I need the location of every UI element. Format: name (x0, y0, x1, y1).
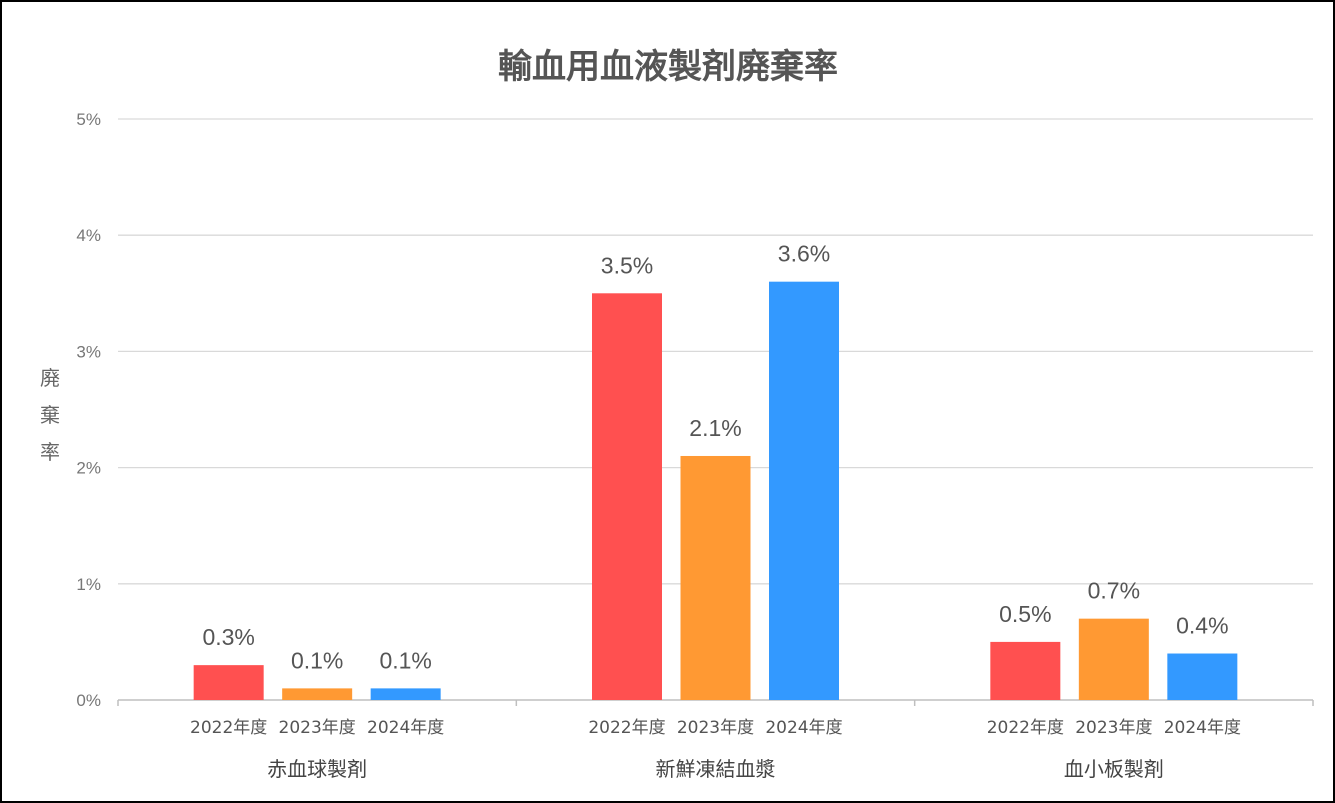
series-tick-label: 2022年度 (190, 718, 267, 738)
data-label: 2.1% (689, 415, 741, 441)
chart-title: 輸血用血液製剤廃棄率 (498, 47, 838, 87)
data-label: 0.3% (202, 624, 254, 650)
bar (282, 688, 353, 700)
y-axis-label: 廃棄率 (40, 366, 60, 464)
series-tick-label: 2024年度 (367, 718, 444, 738)
bar (1167, 653, 1238, 700)
y-tick-label: 1% (76, 575, 101, 594)
bar (1078, 618, 1149, 700)
y-tick-labels: 0% 1% 2% 3% 4% 5% (76, 110, 101, 710)
y-tick-label: 2% (76, 459, 101, 478)
series-tick-label: 2023年度 (279, 718, 356, 738)
data-label: 0.7% (1088, 578, 1140, 604)
y-axis-label-char: 廃 (40, 366, 60, 390)
bar (592, 293, 662, 700)
data-label: 0.1% (291, 647, 343, 673)
series-tick-label: 2022年度 (588, 718, 665, 738)
series-tick-label: 2024年度 (1164, 718, 1241, 738)
y-axis-label-char: 率 (40, 440, 60, 464)
bar (193, 665, 264, 700)
x-axis (117, 699, 1314, 706)
data-label: 3.5% (601, 252, 653, 278)
data-labels: 0.3% 0.1% 0.1% 3.5% 2.1% 3.6% 0.5% 0.7% 0.4% (202, 241, 1228, 674)
category-label: 赤血球製剤 (267, 757, 367, 781)
bar (990, 641, 1061, 700)
data-label: 0.1% (379, 647, 431, 673)
bar (680, 455, 751, 700)
y-tick-label: 3% (76, 342, 101, 361)
y-tick-label: 0% (76, 691, 101, 710)
series-tick-label: 2022年度 (987, 718, 1064, 738)
y-tick-label: 4% (76, 226, 101, 245)
bar (370, 688, 441, 700)
category-label: 血小板製剤 (1064, 757, 1164, 781)
y-axis-label-char: 棄 (40, 403, 60, 427)
data-label: 0.5% (999, 601, 1051, 627)
category-label: 新鮮凍結血漿 (656, 757, 776, 781)
bars (193, 281, 1238, 700)
bar (769, 281, 839, 700)
series-tick-label: 2024年度 (765, 718, 842, 738)
y-tick-label: 5% (76, 110, 101, 129)
series-tick-label: 2023年度 (1075, 718, 1152, 738)
series-tick-label: 2023年度 (677, 718, 754, 738)
data-label: 3.6% (778, 241, 830, 267)
data-label: 0.4% (1176, 613, 1228, 639)
